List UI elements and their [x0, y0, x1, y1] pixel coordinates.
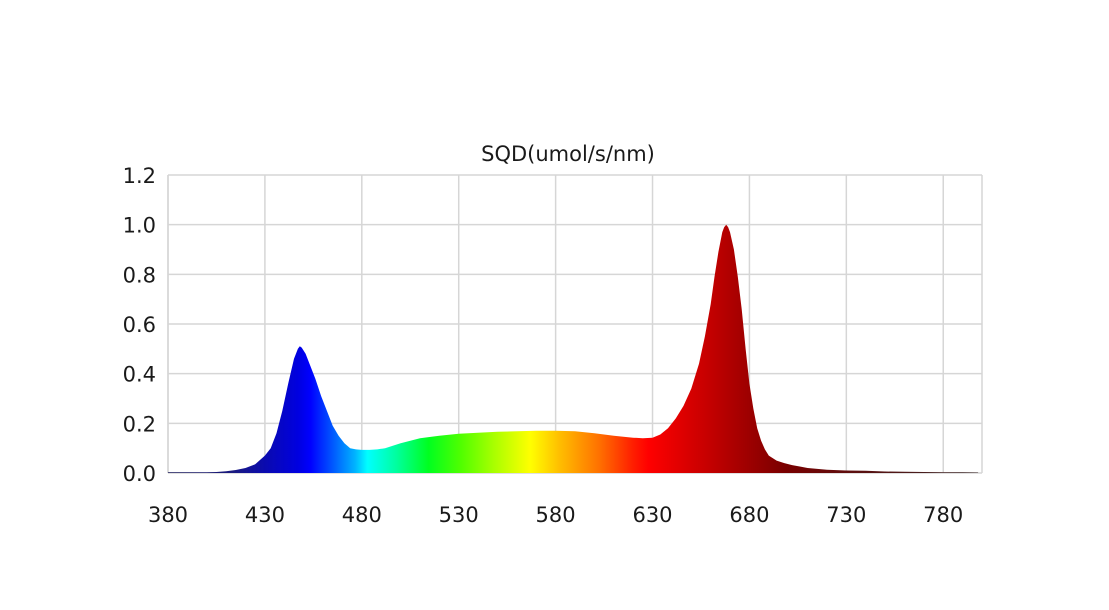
- y-tick-label: 1.2: [123, 164, 156, 188]
- x-tick-label: 580: [536, 503, 576, 527]
- x-tick-label: 680: [729, 503, 769, 527]
- y-tick-label: 0.0: [123, 462, 156, 486]
- x-tick-label: 480: [342, 503, 382, 527]
- x-tick-label: 780: [923, 503, 963, 527]
- x-tick-label: 630: [632, 503, 672, 527]
- y-tick-label: 0.6: [123, 313, 156, 337]
- x-axis-ticks: 380 430 480 530 580 630 680 730 780: [148, 503, 963, 527]
- x-tick-label: 530: [439, 503, 479, 527]
- y-axis-ticks: 0.0 0.2 0.4 0.6 0.8 1.0 1.2: [123, 164, 156, 486]
- y-tick-label: 0.2: [123, 412, 156, 436]
- x-tick-label: 380: [148, 503, 188, 527]
- x-tick-label: 430: [245, 503, 285, 527]
- y-tick-label: 0.4: [123, 363, 156, 387]
- y-tick-label: 0.8: [123, 263, 156, 287]
- chart-title: SQD(umol/s/nm): [481, 142, 655, 166]
- y-tick-label: 1.0: [123, 214, 156, 238]
- x-tick-label: 730: [826, 503, 866, 527]
- spectrum-area: [168, 224, 979, 473]
